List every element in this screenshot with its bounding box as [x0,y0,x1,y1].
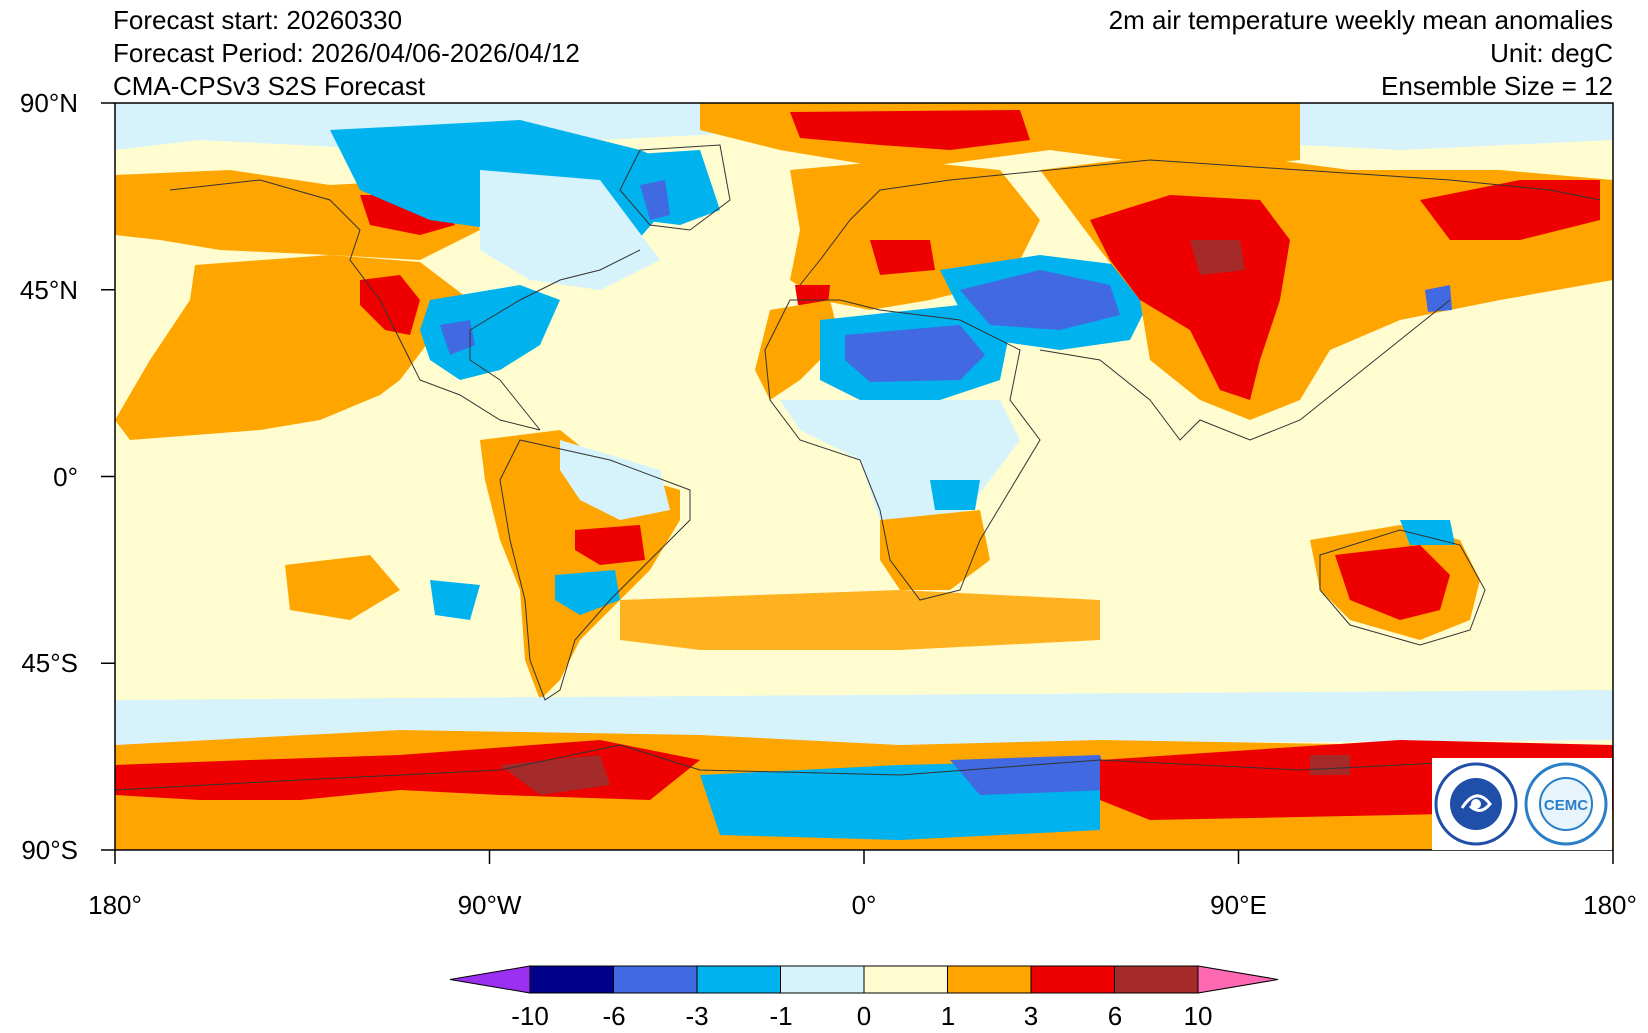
europe-hot [870,240,935,275]
arctic-hot-area [790,110,1030,150]
unit-label: Unit: degC [1490,38,1613,68]
lat-ticks [101,102,115,851]
colorbar-label: -1 [769,1001,792,1031]
colorbar-label: -10 [511,1001,549,1031]
colorbar-swatch [947,965,1032,994]
colorbar-arrow-low [449,965,531,994]
antarctica-very-hot-east [1310,755,1350,775]
mongolia-very-hot [1190,240,1245,275]
usa-east-cold [420,285,560,380]
lat-labels: 90°N 45°N 0° 45°S 90°S [20,88,78,865]
colorbar-label: 6 [1108,1001,1122,1031]
sahara-very-cold [845,325,985,382]
lon-ticks [114,850,1614,864]
southern-africa-warm [880,510,990,590]
coastline-antarctica [115,744,1613,791]
canada-cool [480,170,660,290]
coastline-greenland [619,144,731,231]
colorbar-label: 3 [1024,1001,1038,1031]
cemc-logo: CEMC [1524,762,1608,846]
lon-label-0: 0° [852,890,877,920]
coastline-asia-south [1039,299,1451,441]
south-america-cool [560,440,670,520]
coastline-australia [1319,529,1486,646]
australia-north-cold [1400,520,1455,545]
japan-cold [1425,285,1452,312]
cma-logo-swirl [1460,794,1492,812]
colorbar [449,965,1279,994]
usa-east-very-cold [440,320,475,355]
greenland-cold [615,150,720,225]
colorbar-swatch [780,965,865,994]
colorbar-label: 10 [1184,1001,1213,1031]
cma-logo [1434,762,1518,846]
colorbar-swatch [696,965,781,994]
colorbar-label: 1 [941,1001,955,1031]
usa-west-hot [360,275,420,335]
colorbar-swatch [613,965,698,994]
colorbar-swatch [1114,965,1199,994]
colorbar-swatch [863,965,948,994]
cemc-logo-text: CEMC [1544,797,1588,814]
colorbar-labels: -10 -6 -3 -1 0 1 3 6 10 [511,1001,1212,1031]
cma-logo-dot [1471,799,1481,809]
lon-labels: 180° 90°W 0° 90°E 180° [88,890,1637,920]
forecast-start-label: Forecast start: 20260330 [113,5,403,35]
lon-label-90w: 90°W [458,890,522,920]
coastline-north-america [169,179,541,431]
coastline-south-america [499,439,691,701]
coastlines [115,144,1613,791]
brazil-hot [575,525,645,565]
siberia-east-hot [1420,180,1600,240]
lon-label-180w: 180° [88,890,142,920]
lon-label-180e: 180° [1583,890,1637,920]
coastline-north-america-east [469,249,641,431]
argentina-cold [555,570,620,615]
coastline-eurasia [799,159,1601,286]
colorbar-swatch [1030,965,1115,994]
cemc-logo-inner [1539,777,1593,831]
pacific-cold-patch [430,580,480,620]
middle-east-very-cold [960,270,1120,330]
lon-label-90e: 90°E [1210,890,1267,920]
colorbar-label: -3 [685,1001,708,1031]
nw-africa-warm [755,300,840,400]
lat-label-90s: 90°S [21,835,78,865]
lat-label-90n: 90°N [20,88,78,118]
map-field [115,103,1613,850]
southern-ocean-warm-belt [620,590,1100,650]
lat-label-45s: 45°S [21,648,78,678]
coastline-africa [764,299,1041,601]
header-right: 2m air temperature weekly mean anomalies… [1109,4,1613,103]
greenland-very-cold [640,180,670,220]
variable-title: 2m air temperature weekly mean anomalies [1108,5,1613,35]
header-left: Forecast start: 20260330 Forecast Period… [113,4,580,103]
east-africa-cold [930,480,980,510]
colorbar-label: 0 [857,1001,871,1031]
lat-label-45n: 45°N [20,275,78,305]
agency-logos: CEMC [1432,758,1612,850]
colorbar-arrow-high [1197,965,1279,994]
pacific-warm-patch [285,555,400,620]
ensemble-size-label: Ensemble Size = 12 [1381,71,1613,101]
forecast-period-label: Forecast Period: 2026/04/06-2026/04/12 [113,38,580,68]
colorbar-swatch [529,965,614,994]
lat-label-0: 0° [53,462,78,492]
antarctica-very-hot [500,755,610,795]
logos-svg: CEMC [1434,762,1608,846]
antarctica-very-cold [950,755,1110,795]
model-label: CMA-CPSv3 S2S Forecast [113,71,426,101]
colorbar-label: -6 [602,1001,625,1031]
australia-hot [1335,545,1450,620]
